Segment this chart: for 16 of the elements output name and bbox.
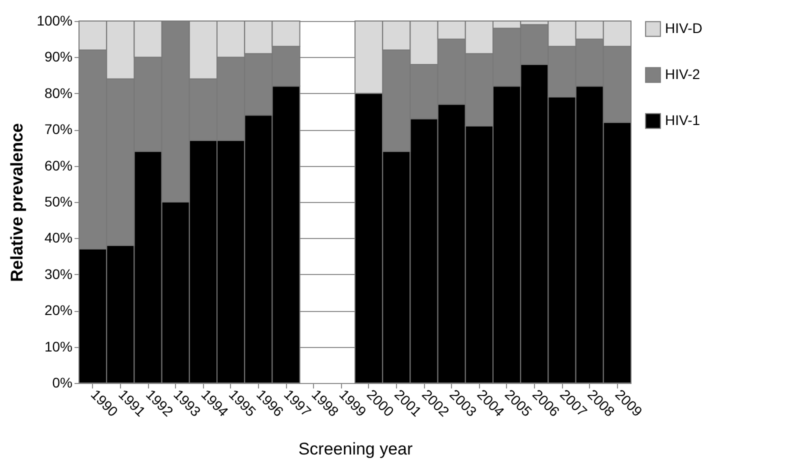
x-axis-title: Screening year <box>298 439 414 458</box>
legend-label: HIV-D <box>665 20 702 36</box>
y-tick-label: 50% <box>44 194 72 210</box>
y-axis-title: Relative prevalence <box>8 123 27 282</box>
legend-label: HIV-2 <box>665 66 700 82</box>
y-tick-label: 20% <box>44 302 72 318</box>
y-tick-label: 40% <box>44 230 72 246</box>
y-tick-label: 0% <box>52 374 72 390</box>
y-tick-label: 80% <box>44 84 72 101</box>
y-tick-label: 60% <box>44 157 72 174</box>
legend-label: HIV-1 <box>665 112 700 128</box>
y-tick-label: 70% <box>44 121 72 138</box>
y-tick-label: 10% <box>44 338 72 354</box>
y-tick-label: 90% <box>44 48 72 65</box>
y-tick-label: 30% <box>44 266 72 282</box>
y-tick-label: 100% <box>36 12 72 28</box>
